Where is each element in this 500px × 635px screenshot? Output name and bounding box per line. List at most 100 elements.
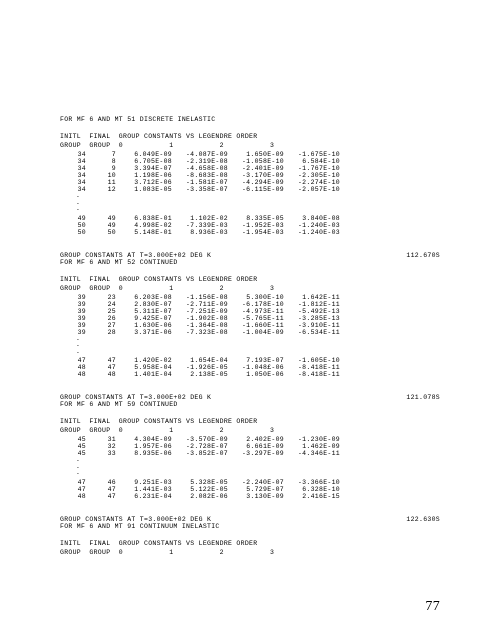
data-table: 49496.838E-011.102E-028.335E-053.840E-08… [60,215,344,236]
table-row: 45321.957E-06-2.728E-076.661E-091.462E-0… [60,443,344,450]
cell-value: -1.954E-03 [232,229,288,236]
cell-value: 1.401E-04 [120,371,176,378]
cell-value: 6.231E-04 [120,493,176,500]
section-heading: GROUP CONSTANTS AT T=3.000E+02 DEG K121.… [60,394,450,408]
cell-value: 3.840E-08 [288,215,344,222]
table-row: 39283.371E-06-7.323E-08-1.004E-09-6.534E… [60,329,344,336]
timing-label: 122.630S [406,516,450,523]
cell-value: -1.902E-08 [176,315,232,322]
cell-value: 6.203E-08 [120,294,176,301]
data-table: 39236.203E-08-1.156E-085.300E-101.642E-1… [60,294,344,336]
cell-value: -3.297E-09 [232,450,288,457]
cell-final: 28 [90,329,120,336]
cell-value: 2.416E-15 [288,493,344,500]
cell-value: 6.838E-01 [120,215,176,222]
cell-value: -4.087E-09 [176,151,232,158]
cell-final: 46 [90,479,120,486]
cell-value: 9.251E-03 [120,479,176,486]
cell-value: -1.812E-11 [288,301,344,308]
cell-final: 33 [90,450,120,457]
cell-value: 9.425E-07 [120,315,176,322]
section-title: GROUP CONSTANTS AT T=3.000E+02 DEG K [60,252,211,259]
cell-value: 8.335E-05 [232,215,288,222]
cell-value: -2.728E-07 [176,443,232,450]
cell-final: 47 [90,364,120,371]
cell-initl: 34 [60,165,90,172]
cell-value: -1.952E-03 [232,222,288,229]
table-header: INITL FINAL GROUP CONSTANTS VS LEGENDRE … [60,276,450,283]
section-title: GROUP CONSTANTS AT T=3.000E+02 DEG K [60,394,211,401]
cell-value: -3.852E-07 [176,450,232,457]
cell-initl: 34 [60,179,90,186]
cell-value: -1.364E-08 [176,322,232,329]
cell-value: -2.711E-09 [176,301,232,308]
cell-initl: 45 [60,443,90,450]
cell-final: 23 [90,294,120,301]
cell-value: -2.057E-10 [288,186,344,193]
section-title: GROUP CONSTANTS AT T=3.000E+02 DEG K [60,516,211,523]
cell-value: -4.658E-08 [176,165,232,172]
cell-value: 3.371E-06 [120,329,176,336]
cell-value: -1.660E-11 [232,322,288,329]
cell-value: 4.998E-02 [120,222,176,229]
cell-value: -1.675E-10 [288,151,344,158]
cell-initl: 39 [60,308,90,315]
table-row: 48481.401E-042.138E-051.050E-06-8.418E-1… [60,371,344,378]
cell-initl: 48 [60,364,90,371]
table-header: INITL FINAL GROUP CONSTANTS VS LEGENDRE … [60,133,450,140]
cell-value: 2.082E-06 [176,493,232,500]
table-row: 45338.935E-06-3.852E-07-3.297E-09-4.346E… [60,450,344,457]
table-row: 39271.630E-06-1.364E-08-1.660E-11-3.910E… [60,322,344,329]
cell-value: -6.115E-09 [232,186,288,193]
cell-final: 26 [90,315,120,322]
cell-value: 8.935E-06 [120,450,176,457]
table-row: 47471.420E-021.654E-047.193E-07-1.605E-1… [60,357,344,364]
section-heading: GROUP CONSTANTS AT T=3.000E+02 DEG K112.… [60,252,450,266]
cell-initl: 47 [60,486,90,493]
cell-value: 1.462E-09 [288,443,344,450]
table-header: GROUP GROUP 0 1 2 3 [60,285,450,292]
table-row: 45314.304E-09-3.570E-092.402E-09-1.230E-… [60,436,344,443]
page-number: 77 [425,599,440,615]
table-row: 50505.148E-018.936E-03-1.954E-03-1.240E-… [60,229,344,236]
cell-value: 1.198E-06 [120,172,176,179]
table-row: 39255.311E-07-7.251E-09-4.973E-11-5.492E… [60,308,344,315]
cell-value: -8.683E-08 [176,172,232,179]
cell-final: 7 [90,151,120,158]
table-row: 47471.441E-035.122E-055.729E-076.328E-10 [60,486,344,493]
cell-value: -3.358E-07 [176,186,232,193]
cell-final: 25 [90,308,120,315]
cell-final: 49 [90,215,120,222]
cell-final: 47 [90,493,120,500]
cell-value: 4.304E-09 [120,436,176,443]
cell-final: 50 [90,229,120,236]
section: GROUP CONSTANTS AT T=3.000E+02 DEG K112.… [60,252,450,379]
cell-value: 1.654E-04 [176,357,232,364]
cell-value: 5.300E-10 [232,294,288,301]
cell-initl: 39 [60,322,90,329]
cell-value: -1.240E-03 [288,229,344,236]
cell-final: 49 [90,222,120,229]
cell-value: -2.305E-10 [288,172,344,179]
cell-value: 1.083E-05 [120,186,176,193]
cell-final: 32 [90,443,120,450]
cell-value: 1.420E-02 [120,357,176,364]
ellipsis: . [60,349,450,356]
data-table: 47469.251E-035.328E-05-2.240E-07-3.366E-… [60,479,344,500]
table-row: 34113.712E-06-1.581E-07-4.294E-09-2.274E… [60,179,344,186]
section: GROUP CONSTANTS AT T=3.000E+02 DEG K 122.… [60,516,450,556]
section-title: FOR MF 6 AND MT 51 DISCRETE INELASTIC [60,116,450,123]
cell-value: 6.705E-08 [120,158,176,165]
cell-value: -1.240E-03 [288,222,344,229]
cell-value: -8.418E-11 [288,371,344,378]
cell-value: 1.050E-06 [232,371,288,378]
cell-final: 47 [90,486,120,493]
section-title: FOR MF 6 AND MT 52 CONTINUED [60,259,450,266]
table-header: INITL FINAL GROUP CONSTANTS VS LEGENDRE … [60,540,450,547]
cell-value: 1.957E-06 [120,443,176,450]
table-row: 3493.394E-07-4.658E-08-2.401E-09-1.767E-… [60,165,344,172]
data-table: 45314.304E-09-3.570E-092.402E-09-1.230E-… [60,436,344,457]
table-header: INITL FINAL GROUP CONSTANTS VS LEGENDRE … [60,418,450,425]
cell-value: 2.138E-05 [176,371,232,378]
table-row: 3476.049E-09-4.087E-091.650E-09-1.675E-1… [60,151,344,158]
